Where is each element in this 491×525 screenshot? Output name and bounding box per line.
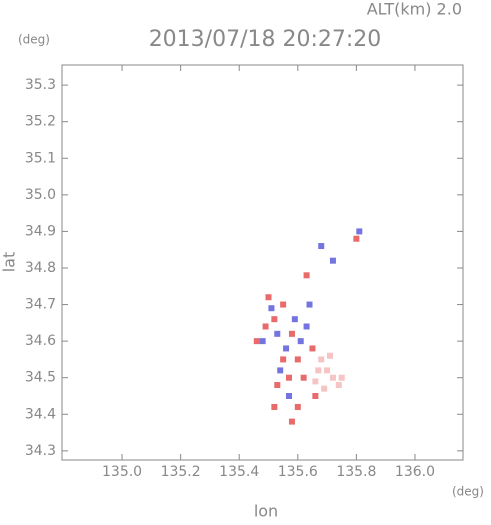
- radar-point: [318, 356, 325, 363]
- chart-subtitle: ALT(km) 2.0: [367, 0, 462, 19]
- plot-frame: [61, 64, 464, 461]
- y-tick-label: 34.7: [25, 297, 56, 313]
- radar-point: [280, 301, 287, 308]
- y-tick-label: 34.8: [25, 260, 56, 276]
- radar-point: [294, 356, 301, 363]
- radar-point: [321, 385, 328, 392]
- y-tick-label: 34.6: [25, 333, 56, 349]
- radar-point: [353, 235, 360, 242]
- radar-point: [303, 323, 310, 330]
- radar-point: [315, 367, 322, 374]
- radar-point: [268, 305, 275, 312]
- radar-point: [329, 374, 336, 381]
- radar-point: [329, 257, 336, 264]
- radar-point: [271, 316, 278, 323]
- y-tick-label: 34.3: [25, 443, 56, 459]
- radar-point: [312, 378, 319, 385]
- radar-point: [277, 367, 284, 374]
- radar-point: [324, 367, 331, 374]
- radar-point: [309, 345, 316, 352]
- radar-point: [303, 272, 310, 279]
- radar-point: [291, 316, 298, 323]
- radar-point: [253, 338, 260, 345]
- radar-point: [262, 323, 269, 330]
- radar-point: [335, 382, 342, 389]
- x-tick-label: 136.0: [395, 464, 435, 480]
- radar-point: [283, 345, 290, 352]
- x-tick-label: 135.4: [219, 464, 259, 480]
- radar-point: [274, 382, 281, 389]
- radar-point: [306, 301, 313, 308]
- radar-point: [312, 392, 319, 399]
- y-unit: (deg): [18, 33, 50, 47]
- radar-point: [356, 228, 363, 235]
- radar-point: [288, 418, 295, 425]
- radar-point: [259, 338, 266, 345]
- y-tick-label: 34.4: [25, 406, 56, 422]
- x-unit: (deg): [452, 485, 484, 499]
- radar-point: [300, 374, 307, 381]
- radar-point: [288, 330, 295, 337]
- radar-point: [280, 356, 287, 363]
- radar-point: [327, 352, 334, 359]
- chart-title: 2013/07/18 20:27:20: [149, 27, 382, 52]
- y-tick-label: 34.5: [25, 370, 56, 386]
- x-tick-label: 135.2: [161, 464, 201, 480]
- radar-point: [297, 338, 304, 345]
- radar-point: [294, 403, 301, 410]
- x-tick-label: 135.8: [336, 464, 376, 480]
- y-axis-label: lat: [0, 252, 19, 273]
- y-tick-label: 35.3: [25, 77, 56, 93]
- radar-point: [265, 294, 272, 301]
- x-tick-label: 135.0: [102, 464, 142, 480]
- x-axis-label: lon: [254, 502, 278, 521]
- y-tick-label: 35.0: [25, 187, 56, 203]
- radar-point: [274, 330, 281, 337]
- y-tick-label: 35.1: [25, 150, 56, 166]
- radar-point: [338, 374, 345, 381]
- radar-point: [271, 403, 278, 410]
- radar-point: [286, 374, 293, 381]
- x-tick-label: 135.6: [278, 464, 318, 480]
- radar-point: [318, 243, 325, 250]
- y-tick-label: 34.9: [25, 223, 56, 239]
- radar-point: [286, 392, 293, 399]
- y-tick-label: 35.2: [25, 114, 56, 130]
